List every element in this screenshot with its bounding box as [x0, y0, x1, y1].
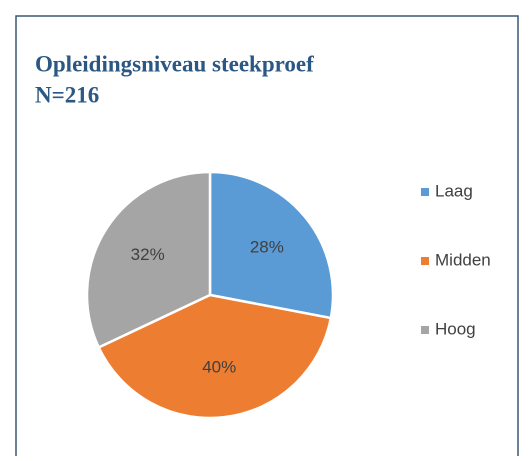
chart-title: N=216	[35, 82, 99, 107]
data-label: 40%	[202, 358, 236, 377]
pie-slice	[97, 293, 333, 420]
data-label: 32%	[131, 245, 165, 264]
legend-swatch	[421, 326, 429, 334]
data-label: 28%	[250, 237, 284, 256]
chart-frame	[15, 15, 519, 456]
legend-label: Hoog	[435, 319, 476, 338]
legend-swatch	[421, 257, 429, 265]
legend-swatch	[421, 188, 429, 196]
pie-slice	[85, 170, 212, 350]
chart-title: Opleidingsniveau steekproef	[35, 51, 314, 76]
legend-label: Midden	[435, 250, 491, 269]
pie-slice	[208, 170, 335, 320]
legend-label: Laag	[435, 181, 473, 200]
